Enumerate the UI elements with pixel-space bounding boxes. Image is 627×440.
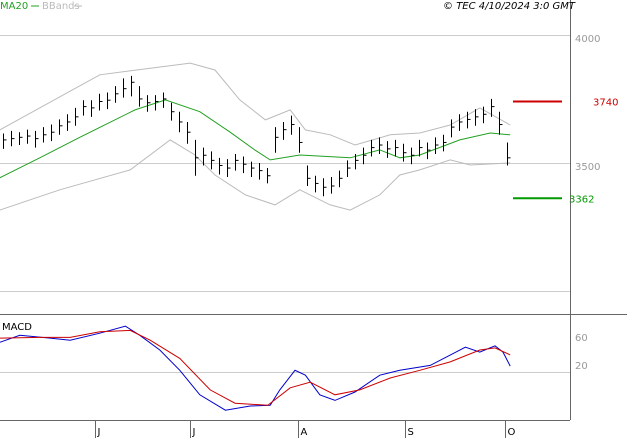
y-tick-label: 20 xyxy=(575,361,588,372)
y-tick-label: 60 xyxy=(575,333,588,344)
macd-title: MACD xyxy=(2,322,32,333)
macd-line xyxy=(0,325,511,411)
legend-bbands: BBands xyxy=(42,1,80,12)
y-tick-label: 4000 xyxy=(575,34,600,45)
bband-line xyxy=(0,139,511,211)
copyright: © TEC 4/10/2024 3:0 GMT xyxy=(443,1,576,12)
x-tick-label: S xyxy=(408,427,414,438)
legend-ma: MA20 xyxy=(0,1,28,12)
y-tick-label: 3500 xyxy=(575,162,600,173)
ma-line xyxy=(0,99,511,179)
x-tick-label: A xyxy=(301,427,308,438)
macd-line xyxy=(0,329,511,406)
level-label: 3740 xyxy=(593,97,618,108)
level-label: 3362 xyxy=(569,194,594,205)
x-tick-label: J xyxy=(192,427,196,438)
bband-line xyxy=(0,62,511,146)
x-tick-label: O xyxy=(508,427,516,438)
x-tick-label: J xyxy=(97,427,101,438)
